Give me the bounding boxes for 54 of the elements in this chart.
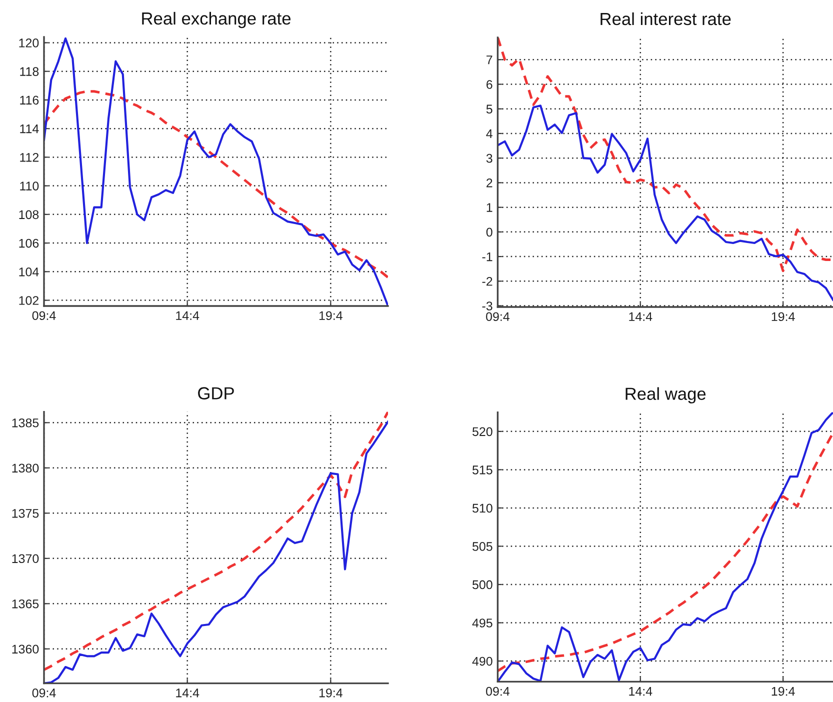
x-tick-label: 14:4	[176, 688, 200, 698]
x-tick-label: 19:4	[772, 686, 795, 696]
chart-title: Real wage	[626, 387, 706, 404]
y-tick-label: 104	[19, 267, 39, 276]
y-tick-label: 520	[472, 427, 492, 436]
y-tick-label: -2	[482, 276, 492, 286]
line-series	[44, 37, 388, 306]
y-tick-label: 500	[472, 580, 492, 590]
x-tick-label: 14:4	[629, 312, 652, 321]
y-tick-label: 1360	[12, 644, 39, 654]
y-tick-label: 5	[486, 104, 492, 114]
x-tick-label: 19:4	[319, 688, 342, 698]
x-tick-label: 09:4	[486, 686, 510, 696]
x-tick-label: 19:4	[772, 312, 795, 322]
y-tick-label: 2	[486, 178, 492, 188]
y-tick-label: 106	[19, 238, 39, 248]
y-tick-label: 0	[486, 228, 492, 237]
y-tick-label: 510	[472, 504, 492, 513]
x-tick-label: 14:4	[629, 687, 652, 696]
line-series	[498, 38, 833, 272]
chart-title: GDP	[198, 387, 234, 400]
y-tick-label: 110	[20, 182, 39, 190]
y-tick-label: 116	[20, 96, 39, 105]
chart-title: Real exchange rate	[142, 12, 291, 28]
y-tick-label: 118	[20, 67, 39, 76]
y-tick-label: -3	[482, 302, 492, 310]
y-tick-label: 114	[20, 124, 39, 134]
x-tick-label: 09:4	[32, 688, 56, 698]
x-tick-label: 09:4	[486, 312, 510, 322]
x-tick-label: 09:4	[32, 311, 56, 320]
y-tick-label: 3	[486, 154, 492, 163]
x-tick-label: 19:4	[319, 311, 342, 320]
y-tick-label: 515	[472, 466, 492, 474]
y-tick-label: 120	[19, 38, 39, 48]
y-tick-label: 7	[486, 56, 492, 64]
y-tick-label: 1	[486, 203, 492, 212]
x-tick-label: 14:4	[176, 311, 200, 320]
chart-title: Real interest rate	[600, 12, 731, 26]
y-tick-label: 102	[19, 296, 39, 305]
line-series	[44, 90, 388, 279]
y-tick-label: 505	[472, 542, 492, 551]
y-tick-label: 1380	[12, 464, 39, 473]
y-tick-label: 490	[472, 656, 492, 666]
y-tick-label: 108	[19, 210, 39, 220]
y-tick-label: 1370	[12, 554, 39, 564]
y-tick-label: 1375	[12, 508, 39, 518]
y-tick-label: 4	[486, 129, 492, 138]
y-tick-label: 495	[472, 618, 492, 628]
y-tick-label: -1	[482, 252, 492, 262]
line-series	[498, 104, 833, 301]
y-tick-label: 1385	[12, 418, 39, 428]
y-tick-label: 1365	[12, 599, 39, 608]
y-tick-label: 6	[486, 80, 492, 89]
y-tick-label: 112	[20, 152, 39, 162]
